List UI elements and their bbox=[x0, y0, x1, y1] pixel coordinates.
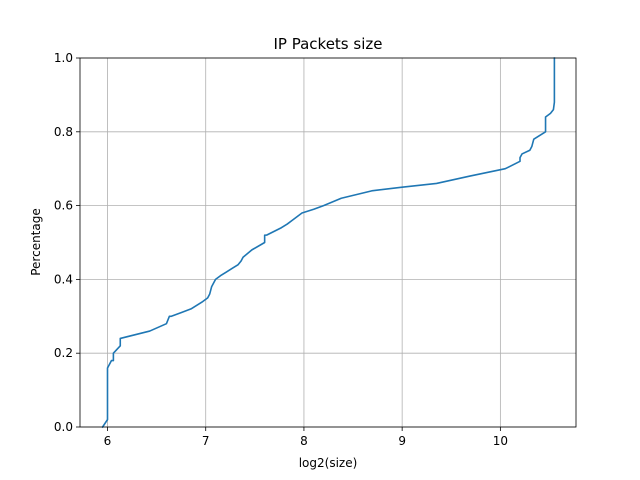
y-tick-label: 0.2 bbox=[54, 346, 73, 360]
x-tick-label: 8 bbox=[300, 434, 308, 448]
x-tick-label: 6 bbox=[104, 434, 112, 448]
x-tick-label: 7 bbox=[202, 434, 210, 448]
cdf-line bbox=[101, 57, 556, 429]
y-tick-label: 1.0 bbox=[54, 51, 73, 65]
x-tick-label: 9 bbox=[398, 434, 406, 448]
chart-title: IP Packets size bbox=[274, 35, 383, 53]
y-tick-label: 0.0 bbox=[54, 420, 73, 434]
axis-ticks: 6 7 8 9 10 0.0 0.2 0.4 0.6 0.8 1.0 bbox=[54, 51, 508, 448]
y-tick-label: 0.6 bbox=[54, 199, 73, 213]
x-axis-label: log2(size) bbox=[299, 456, 358, 470]
axes-frame bbox=[79, 57, 577, 428]
y-axis-label: Percentage bbox=[29, 208, 43, 276]
plot-area bbox=[101, 57, 556, 429]
grid bbox=[80, 57, 576, 428]
x-tick-label: 10 bbox=[493, 434, 508, 448]
y-tick-label: 0.8 bbox=[54, 125, 73, 139]
y-tick-label: 0.4 bbox=[54, 272, 73, 286]
